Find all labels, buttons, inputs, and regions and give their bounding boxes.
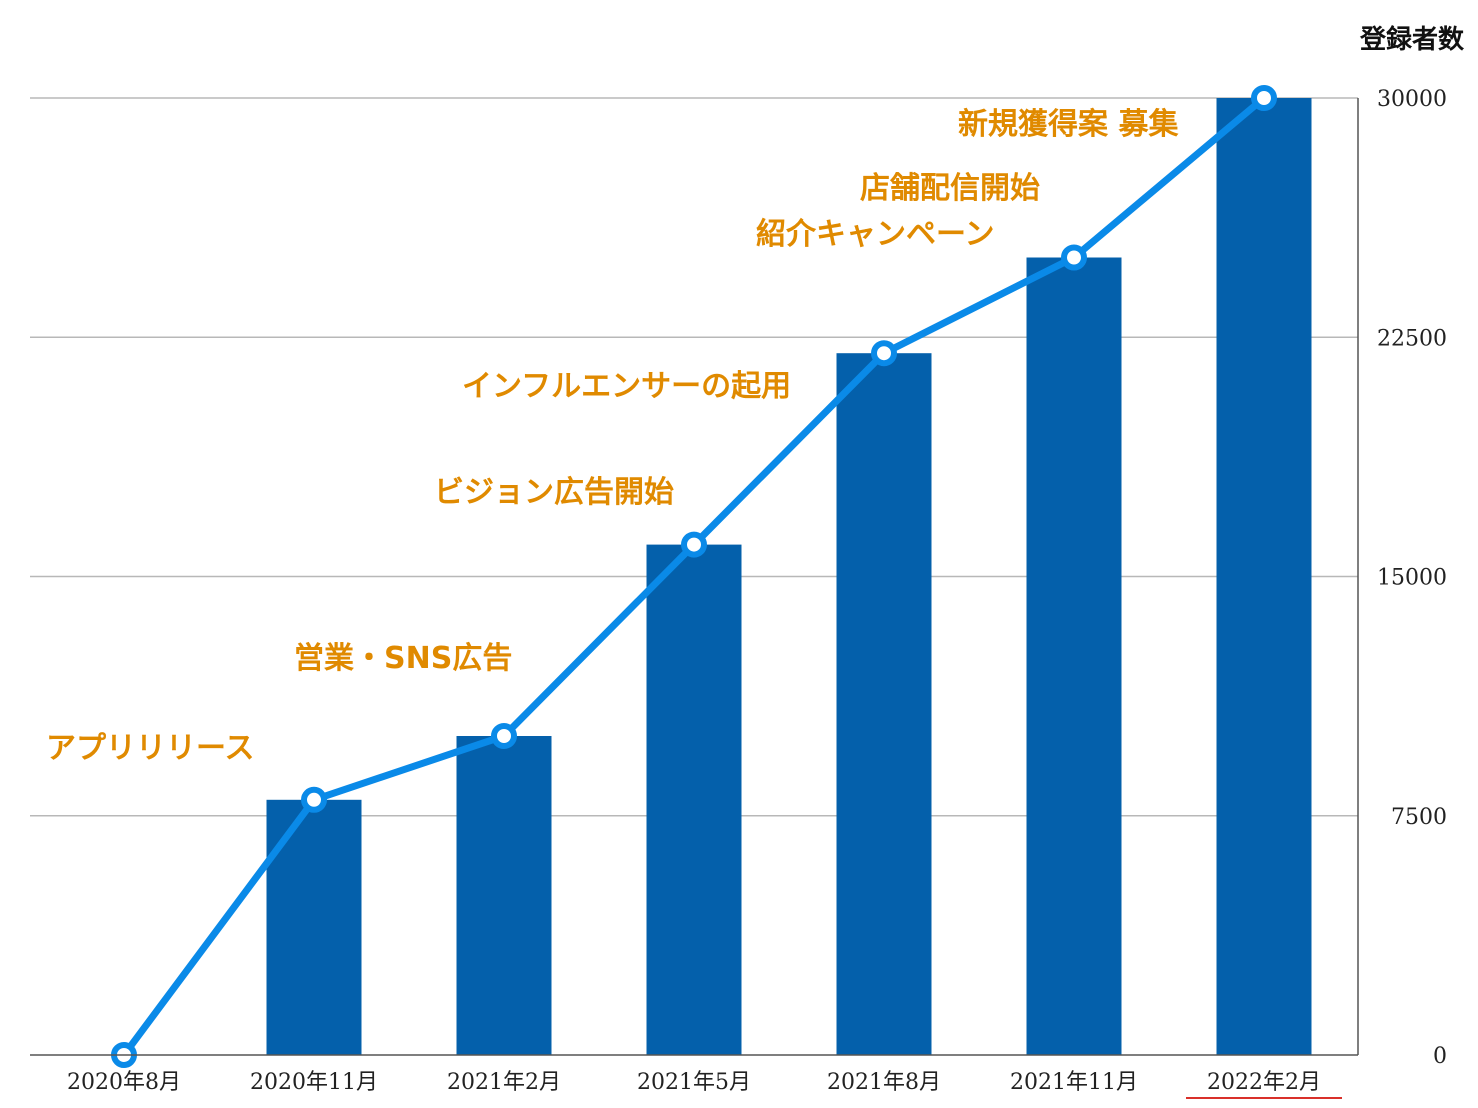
y-tick-label: 7500 <box>1391 805 1447 830</box>
annotation-label: 店舗配信開始 <box>860 171 1040 206</box>
annotation-label: 紹介キャンペーン <box>756 217 995 252</box>
bar-2022年2月 <box>1216 98 1312 1055</box>
line-point <box>681 531 707 558</box>
line-point <box>491 723 517 749</box>
bar-2021年2月 <box>456 736 552 1055</box>
line-point <box>1061 244 1087 271</box>
line-point <box>301 786 327 813</box>
annotation-label: アプリリリース <box>46 731 255 766</box>
bar-2020年11月 <box>266 799 362 1055</box>
line-point <box>1251 85 1277 111</box>
annotation-label: 営業・SNS広告 <box>294 641 512 676</box>
bar-2021年5月 <box>646 544 742 1055</box>
y-tick-label: 30000 <box>1377 87 1447 112</box>
x-tick-label: 2021年8月 <box>827 1070 941 1095</box>
annotation-label: 新規獲得案 募集 <box>958 107 1179 142</box>
x-tick-label: 2021年5月 <box>637 1070 751 1095</box>
annotation-label: ビジョン広告開始 <box>434 475 674 510</box>
annotation-label: インフルエンサーの起用 <box>462 369 791 404</box>
line-series <box>111 85 1277 1068</box>
x-tick-label: 2020年11月 <box>250 1070 378 1095</box>
bar-series <box>266 98 1312 1055</box>
y-tick-label: 15000 <box>1377 566 1447 591</box>
bar-2021年11月 <box>1026 257 1122 1055</box>
y-tick-label: 0 <box>1433 1044 1447 1069</box>
axes <box>30 98 1359 1056</box>
bar-2021年8月 <box>836 353 932 1055</box>
x-tick-label: 2020年8月 <box>67 1070 181 1095</box>
x-tick-label: 2021年11月 <box>1010 1070 1138 1095</box>
line-point <box>871 340 897 367</box>
y-axis-title: 登録者数 <box>1359 24 1465 55</box>
x-tick-label: 2022年2月 <box>1207 1070 1321 1095</box>
y-tick-label: 22500 <box>1377 326 1447 351</box>
labels: 0 7500 15000 22500 30000 登録者数 2020年8月 2020年11月 2… <box>46 24 1465 1099</box>
x-tick-label: 2021年2月 <box>447 1070 561 1095</box>
